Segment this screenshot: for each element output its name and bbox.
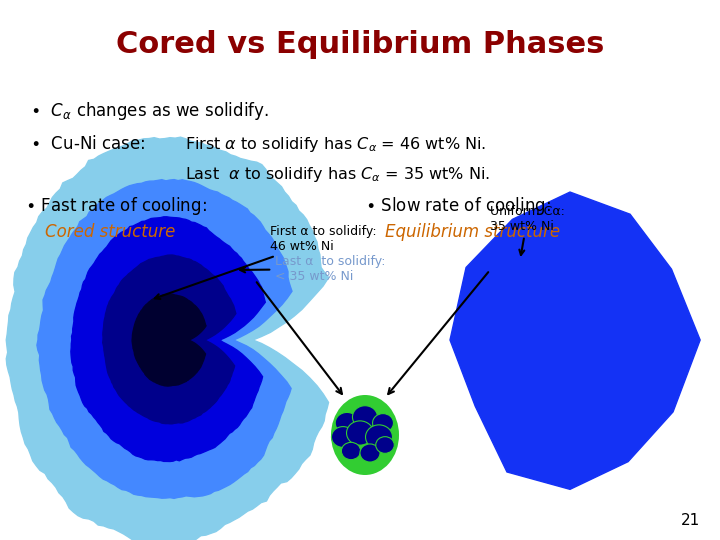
Ellipse shape: [353, 406, 377, 428]
Text: $\bullet$ Slow rate of cooling:: $\bullet$ Slow rate of cooling:: [365, 195, 551, 217]
Ellipse shape: [376, 437, 395, 454]
Text: $\bullet$  Cu-Ni case:: $\bullet$ Cu-Ni case:: [30, 135, 145, 153]
Ellipse shape: [331, 395, 399, 475]
Ellipse shape: [331, 427, 354, 448]
Polygon shape: [450, 192, 700, 489]
Text: $\bullet$ Fast rate of cooling:: $\bullet$ Fast rate of cooling:: [25, 195, 207, 217]
Ellipse shape: [346, 421, 374, 445]
Text: Last  $\alpha$ to solidify has $C_\alpha$ = 35 wt% Ni.: Last $\alpha$ to solidify has $C_\alpha$…: [185, 165, 490, 184]
Ellipse shape: [341, 442, 361, 460]
Text: Cored vs Equilibrium Phases: Cored vs Equilibrium Phases: [116, 30, 604, 59]
Text: Uniform Cα:
35 wt% Ni: Uniform Cα: 35 wt% Ni: [490, 205, 565, 255]
Text: First α to solidify:
46 wt% Ni: First α to solidify: 46 wt% Ni: [155, 225, 377, 299]
Ellipse shape: [366, 425, 392, 449]
Ellipse shape: [372, 414, 393, 433]
Polygon shape: [6, 137, 328, 540]
Polygon shape: [71, 217, 266, 462]
Polygon shape: [37, 180, 292, 498]
Text: First $\alpha$ to solidify has $C_\alpha$ = 46 wt% Ni.: First $\alpha$ to solidify has $C_\alpha…: [185, 135, 486, 154]
Text: 21: 21: [680, 513, 700, 528]
Text: $\bullet$  $C_\alpha$ changes as we solidify.: $\bullet$ $C_\alpha$ changes as we solid…: [30, 100, 269, 122]
Polygon shape: [132, 294, 206, 386]
Text: Last α  to solidify:
< 35 wt% Ni: Last α to solidify: < 35 wt% Ni: [240, 255, 385, 283]
Text: Equilibrium structure: Equilibrium structure: [385, 223, 560, 241]
Ellipse shape: [360, 444, 380, 462]
Ellipse shape: [336, 413, 359, 434]
Polygon shape: [103, 255, 236, 424]
Text: Cored structure: Cored structure: [45, 223, 176, 241]
